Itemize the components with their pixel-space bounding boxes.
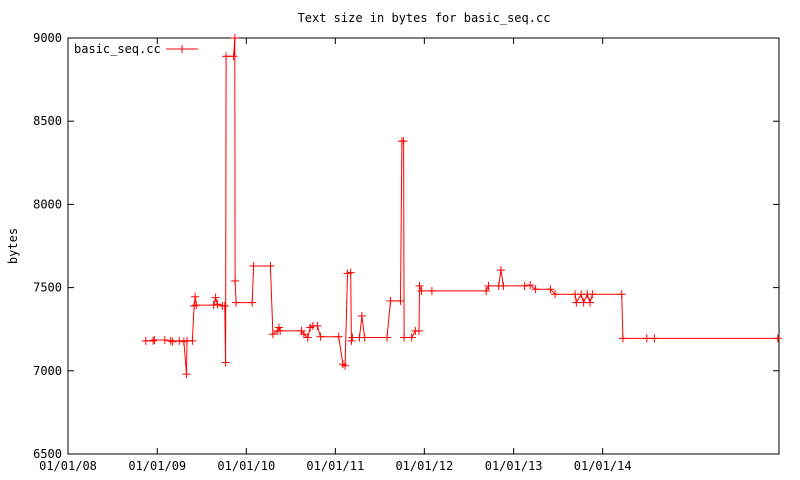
x-tick-label: 01/01/14 — [574, 459, 632, 473]
data-point — [303, 333, 312, 342]
data-point — [617, 290, 626, 299]
data-point — [482, 286, 491, 295]
data-point — [383, 333, 392, 342]
data-point — [182, 370, 191, 379]
data-point — [268, 330, 277, 339]
data-point — [166, 336, 175, 345]
data-point — [650, 334, 659, 343]
y-tick-label: 9000 — [33, 31, 62, 45]
y-tick-label: 8000 — [33, 197, 62, 211]
data-point — [192, 301, 201, 310]
data-point — [190, 301, 199, 310]
data-point — [484, 281, 493, 290]
y-tick-label: 7000 — [33, 364, 62, 378]
data-point — [229, 52, 238, 61]
data-point — [551, 290, 560, 299]
data-point — [642, 334, 651, 343]
data-point — [400, 333, 409, 342]
data-point — [230, 34, 239, 42]
data-point — [357, 311, 366, 320]
data-point — [209, 301, 218, 310]
data-point — [407, 333, 416, 342]
data-point — [618, 334, 627, 343]
data-point — [220, 301, 229, 310]
y-axis-label: bytes — [6, 228, 20, 264]
data-point — [531, 285, 540, 294]
data-point — [274, 323, 283, 332]
data-point — [221, 358, 230, 367]
data-point — [572, 298, 581, 307]
data-point — [341, 361, 350, 370]
data-point — [396, 296, 405, 305]
y-tick-label: 7500 — [33, 281, 62, 295]
data-point — [316, 332, 325, 341]
data-point — [313, 321, 322, 330]
data-point — [546, 285, 555, 294]
data-point — [160, 336, 169, 345]
x-tick-label: 01/01/13 — [485, 459, 543, 473]
data-point — [417, 286, 426, 295]
y-tick-label: 6500 — [33, 447, 62, 461]
x-tick-label: 01/01/11 — [306, 459, 364, 473]
data-point — [415, 281, 424, 290]
data-point — [211, 293, 220, 302]
data-point — [347, 336, 356, 345]
chart-title: Text size in bytes for basic_seq.cc — [298, 11, 551, 25]
data-point — [248, 298, 257, 307]
data-point — [213, 300, 222, 309]
x-tick-label: 01/01/09 — [128, 459, 186, 473]
y-tick-label: 8500 — [33, 114, 62, 128]
data-point — [188, 336, 197, 345]
data-point — [141, 336, 150, 345]
data-point — [276, 326, 285, 335]
data-point — [360, 333, 369, 342]
data-point — [343, 269, 352, 278]
data-point — [348, 333, 357, 342]
data-point — [496, 266, 505, 275]
series-line — [145, 37, 778, 375]
data-point — [299, 330, 308, 339]
data-point — [773, 334, 782, 343]
data-point — [232, 298, 241, 307]
x-tick-label: 01/01/08 — [39, 459, 97, 473]
data-point — [386, 296, 395, 305]
data-point — [520, 281, 529, 290]
plot-frame — [67, 37, 780, 455]
x-tick-label: 01/01/10 — [217, 459, 275, 473]
data-point — [499, 281, 508, 290]
data-point — [346, 268, 355, 277]
data-point — [175, 336, 184, 345]
data-point — [399, 137, 408, 146]
data-point — [414, 326, 423, 335]
data-point — [266, 261, 275, 270]
data-point — [588, 290, 597, 299]
data-point — [585, 298, 594, 307]
data-point — [222, 52, 231, 61]
data-point — [149, 336, 158, 345]
data-point — [427, 286, 436, 295]
data-point — [150, 336, 159, 345]
data-point — [334, 332, 343, 341]
data-point — [168, 337, 177, 346]
x-tick-label: 01/01/12 — [395, 459, 453, 473]
data-point — [526, 281, 535, 290]
data-point — [191, 292, 200, 301]
legend-label: basic_seq.cc — [74, 42, 161, 56]
data-point — [249, 261, 258, 270]
data-point — [231, 276, 240, 285]
data-point — [179, 337, 188, 346]
